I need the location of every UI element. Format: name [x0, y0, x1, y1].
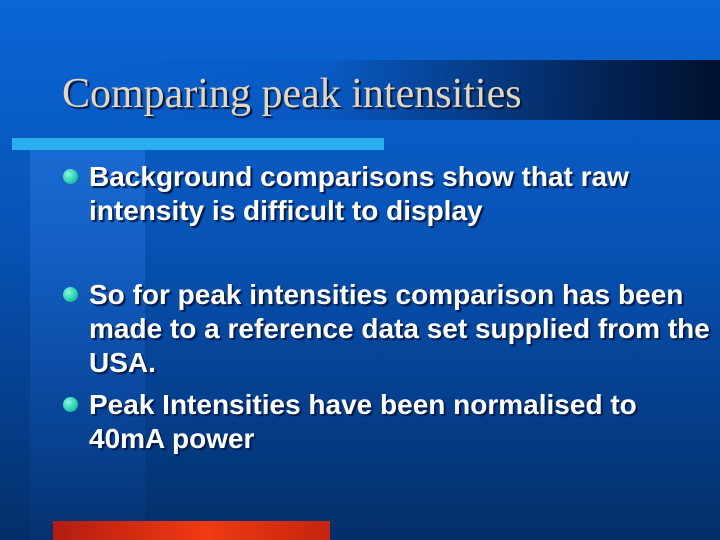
bullet-dot-icon	[63, 397, 78, 412]
title-gradient-band	[60, 60, 720, 120]
slide-title: Comparing peak intensities	[62, 71, 522, 117]
bullet-dot-icon	[63, 169, 78, 184]
left-decorative-panel	[30, 150, 145, 540]
bullet-item: Peak Intensities have been normalised to…	[62, 388, 712, 456]
bullet-item: Background comparisons show that raw int…	[62, 160, 712, 228]
bullet-text: Peak Intensities have been normalised to…	[89, 389, 637, 454]
bullet-dot-icon	[63, 287, 78, 302]
title-accent-bar	[12, 138, 384, 150]
bullet-list: Background comparisons show that raw int…	[62, 160, 712, 456]
bullet-text: So for peak intensities comparison has b…	[89, 279, 710, 378]
bullet-text: Background comparisons show that raw int…	[89, 161, 629, 226]
bullet-item: So for peak intensities comparison has b…	[62, 278, 712, 380]
bottom-accent-bar	[53, 521, 330, 540]
